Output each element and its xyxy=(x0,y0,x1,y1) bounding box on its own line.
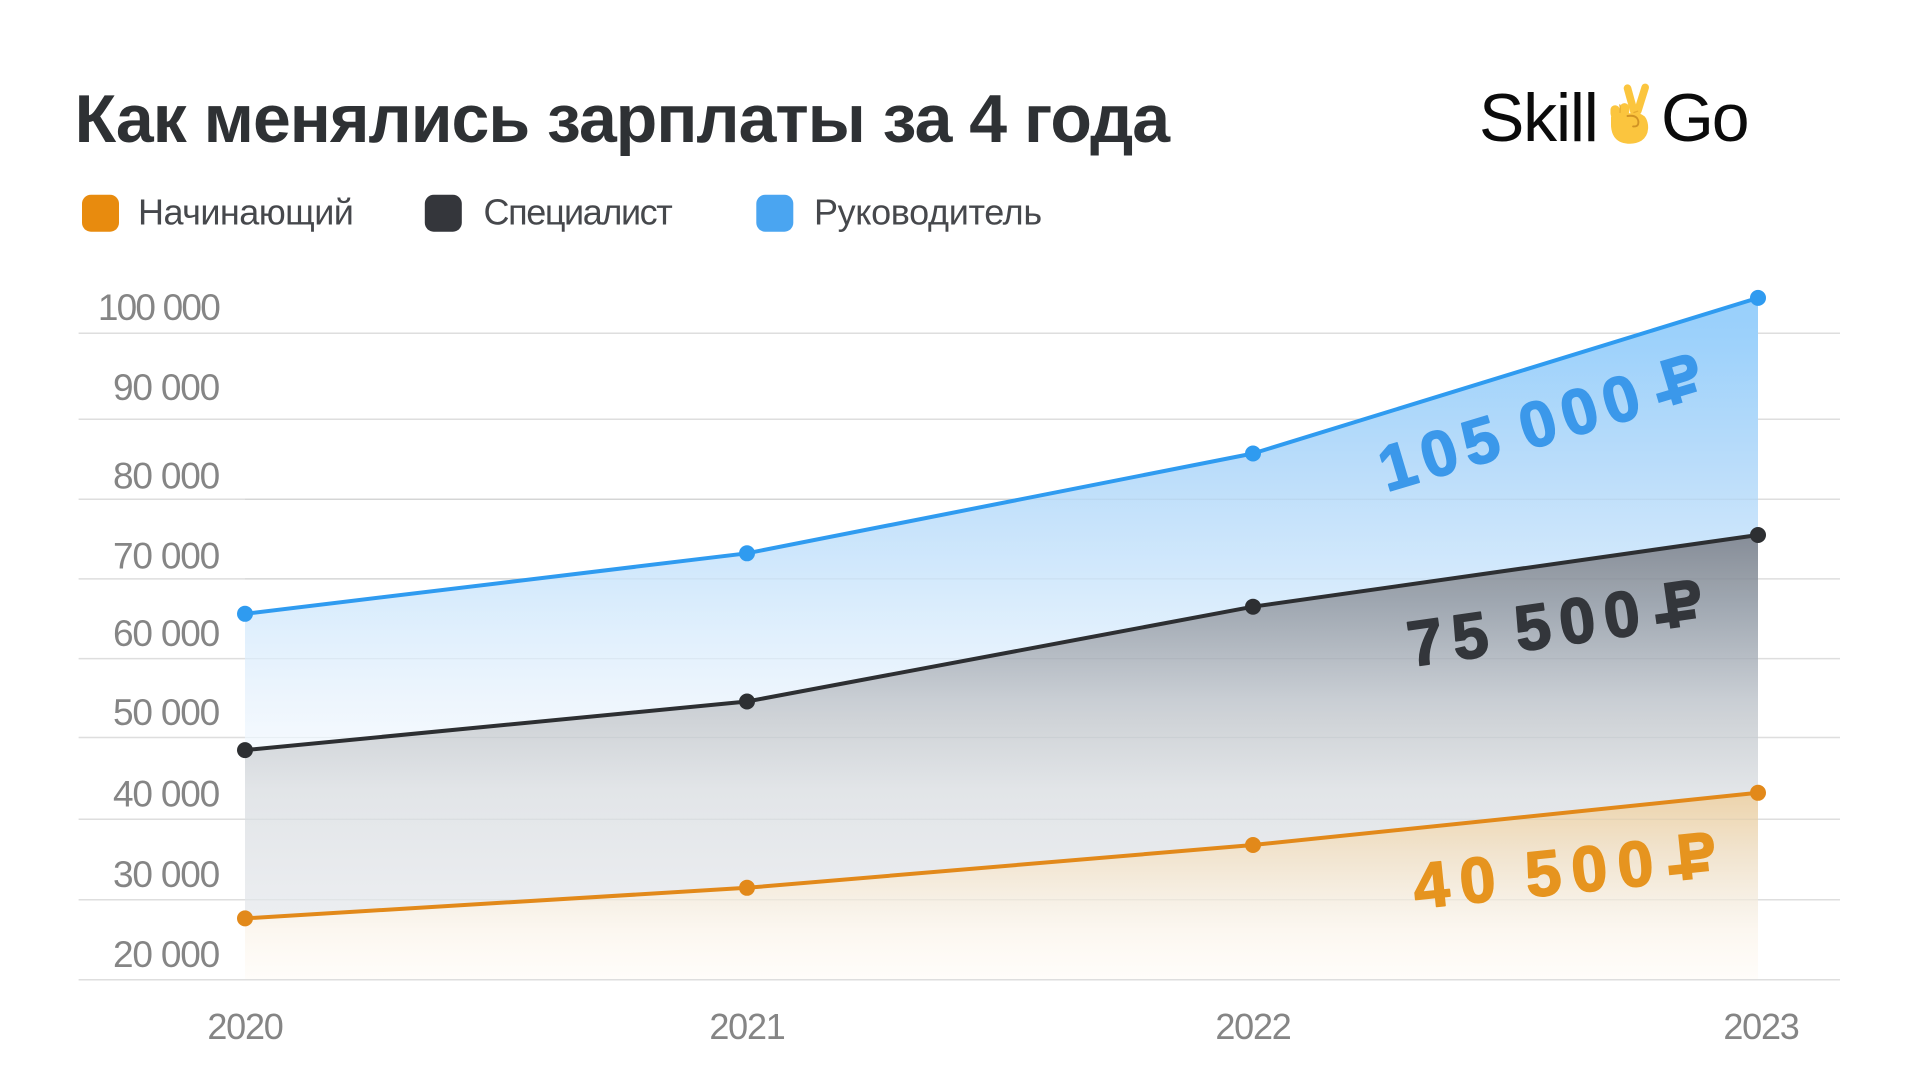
svg-text:30 000: 30 000 xyxy=(113,854,220,895)
svg-text:2023: 2023 xyxy=(1723,1006,1798,1047)
svg-text:Как менялись зарплаты за 4 год: Как менялись зарплаты за 4 года xyxy=(75,81,1172,157)
svg-text:Руководитель: Руководитель xyxy=(814,192,1042,233)
svg-text:2022: 2022 xyxy=(1215,1006,1290,1047)
svg-text:75 500: 75 500 xyxy=(1403,575,1654,681)
svg-text:50 000: 50 000 xyxy=(113,692,220,733)
svg-text:100 000: 100 000 xyxy=(98,287,220,328)
svg-text:2020: 2020 xyxy=(207,1006,282,1047)
svg-text:80 000: 80 000 xyxy=(113,455,220,496)
svg-text:70 000: 70 000 xyxy=(113,535,220,576)
svg-text:Go: Go xyxy=(1661,80,1747,156)
svg-text:90 000: 90 000 xyxy=(113,367,220,408)
svg-text:60 000: 60 000 xyxy=(113,613,220,654)
svg-text:20 000: 20 000 xyxy=(113,934,220,975)
svg-text:40 000: 40 000 xyxy=(113,774,220,815)
svg-text:2021: 2021 xyxy=(709,1006,784,1047)
svg-text:Skill: Skill xyxy=(1479,80,1598,156)
svg-text:Начинающий: Начинающий xyxy=(138,192,353,233)
svg-text:Специалист: Специалист xyxy=(484,192,673,233)
